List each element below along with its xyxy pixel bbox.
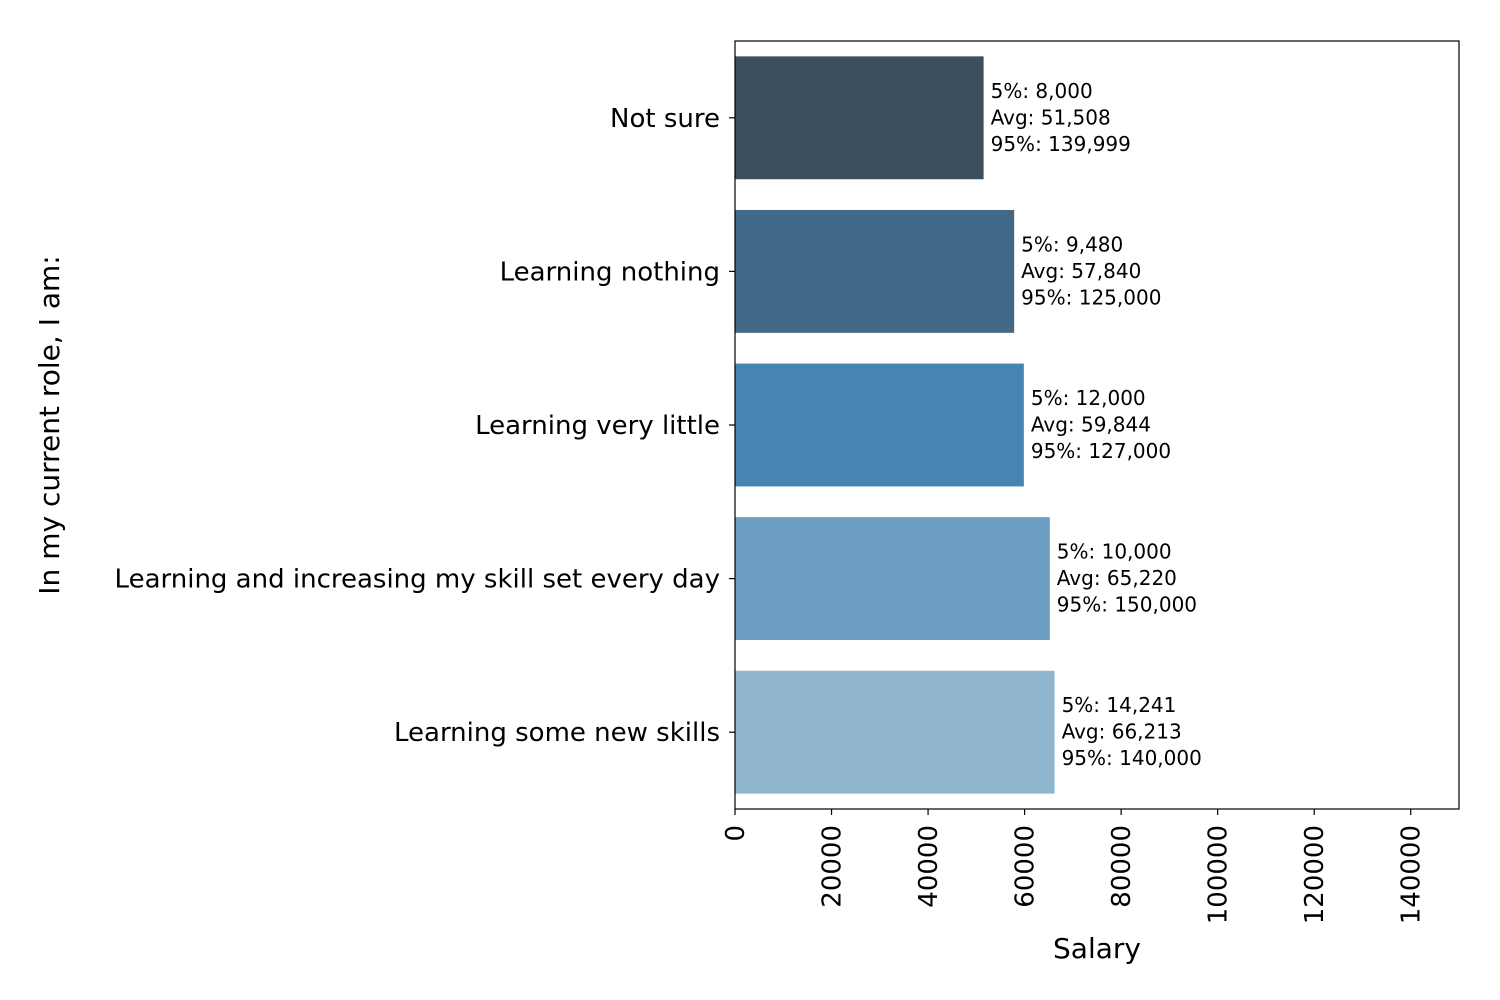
y-axis-ticks: Not sure Learning nothing Learning very li…: [115, 104, 735, 748]
bar-annotation: 5%: 9,480 Avg: 57,840 95%: 125,000: [1021, 232, 1161, 309]
y-tick-label: Learning nothing: [500, 257, 720, 287]
bar-annotation: 5%: 12,000 Avg: 59,844 95%: 127,000: [1031, 386, 1171, 463]
annotation-line: 5%: 9,480: [1021, 232, 1123, 256]
x-tick-label: 80000: [1107, 825, 1137, 908]
x-axis-label: Salary: [1053, 932, 1141, 965]
bar: [735, 363, 1024, 487]
bar-annotation: 5%: 14,241 Avg: 66,213 95%: 140,000: [1062, 693, 1202, 770]
annotation-line: 95%: 125,000: [1021, 285, 1161, 309]
x-tick-label: 120000: [1300, 825, 1330, 924]
annotation-line: 5%: 12,000: [1031, 386, 1146, 410]
bar: [735, 56, 984, 180]
y-tick-label: Learning very little: [475, 411, 720, 441]
y-tick-label: Not sure: [610, 104, 720, 134]
annotation-line: 95%: 127,000: [1031, 439, 1171, 463]
annotation-line: 5%: 10,000: [1057, 540, 1172, 564]
annotation-line: 95%: 150,000: [1057, 593, 1197, 617]
annotation-line: 95%: 140,000: [1062, 746, 1202, 770]
x-tick-label: 40000: [914, 825, 944, 908]
x-tick-label: 100000: [1204, 825, 1234, 924]
y-tick-label: Learning and increasing my skill set eve…: [115, 565, 720, 595]
bar: [735, 209, 1015, 333]
annotations-layer: 5%: 8,000 Avg: 51,508 95%: 139,999 5%: 9,48…: [991, 79, 1202, 770]
x-tick-label: 60000: [1011, 825, 1041, 908]
x-tick-label: 20000: [818, 825, 848, 908]
annotation-line: 95%: 139,999: [991, 132, 1131, 156]
annotation-line: Avg: 57,840: [1021, 259, 1141, 283]
annotation-line: 5%: 14,241: [1062, 693, 1177, 717]
x-tick-label: 0: [721, 825, 751, 842]
annotation-line: Avg: 59,844: [1031, 413, 1151, 437]
annotation-line: 5%: 8,000: [991, 79, 1093, 103]
bar: [735, 670, 1055, 794]
y-axis-label: In my current role, I am:: [33, 255, 66, 594]
annotation-line: Avg: 51,508: [991, 105, 1111, 129]
bars-layer: [735, 56, 1055, 794]
plot-frame: [734, 40, 1460, 810]
x-axis-ticks: 0 20000 40000 60000 80000 100000 120000 140000: [721, 809, 1427, 924]
bar-annotation: 5%: 10,000 Avg: 65,220 95%: 150,000: [1057, 540, 1197, 617]
bar-annotation: 5%: 8,000 Avg: 51,508 95%: 139,999: [991, 79, 1131, 156]
x-tick-label: 140000: [1397, 825, 1427, 924]
annotation-line: Avg: 66,213: [1062, 720, 1182, 744]
annotation-line: Avg: 65,220: [1057, 566, 1177, 590]
y-tick-label: Learning some new skills: [394, 718, 720, 748]
bar: [735, 517, 1050, 641]
